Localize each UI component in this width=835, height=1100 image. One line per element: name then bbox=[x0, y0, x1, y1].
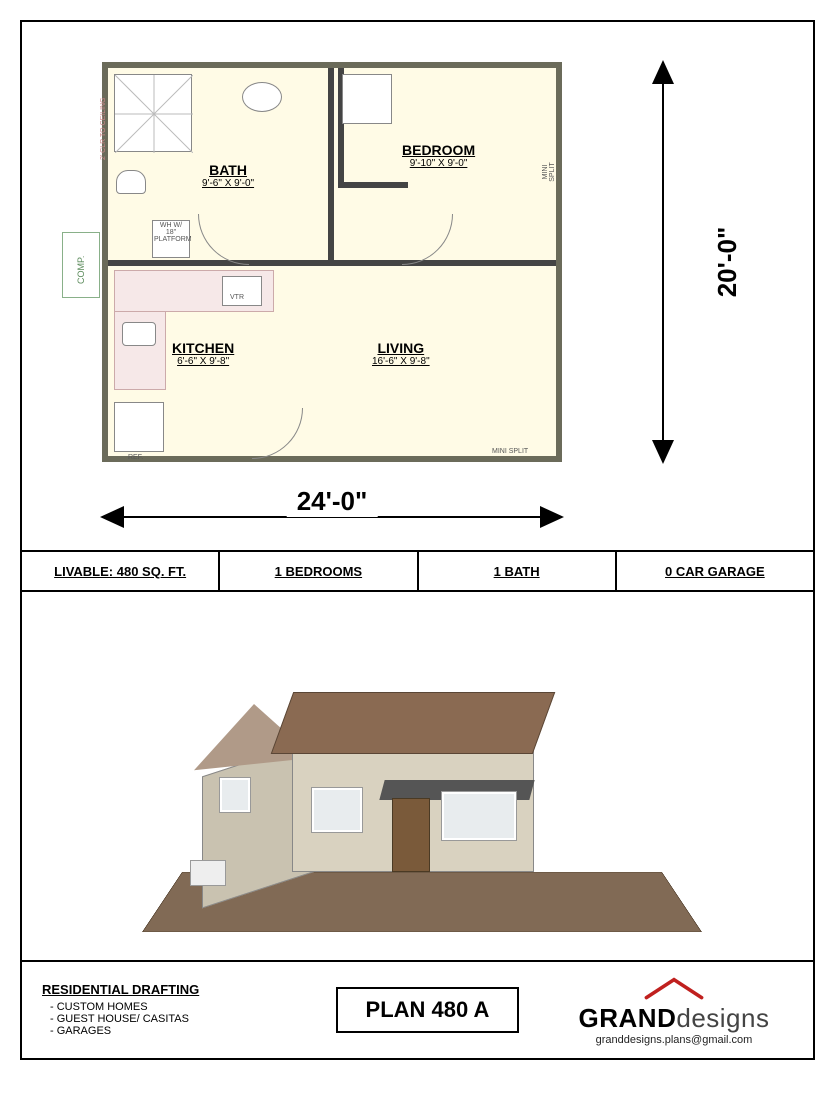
vtr-label: VTR bbox=[230, 294, 244, 301]
logo-thin: designs bbox=[676, 1003, 769, 1033]
closet-shelf bbox=[342, 74, 392, 124]
plan-id-block: PLAN 480 A bbox=[320, 987, 535, 1033]
contact-email: granddesigns.plans@gmail.com bbox=[596, 1034, 753, 1046]
stat-livable: LIVABLE: 480 SQ. FT. bbox=[22, 552, 220, 590]
dimension-width: 24'-0" bbox=[102, 492, 562, 542]
house-render bbox=[142, 632, 702, 932]
render-panel bbox=[22, 592, 813, 962]
wh-label: WH W/ 18" PLATFORM bbox=[154, 222, 188, 243]
service-line-1: - CUSTOM HOMES bbox=[42, 1001, 300, 1013]
mini-split-living: MINI SPLIT bbox=[492, 448, 528, 455]
mini-split-bed: MINI SPLIT bbox=[542, 162, 556, 182]
plan-id: PLAN 480 A bbox=[336, 987, 520, 1033]
floor-plan: VTR REF. WH W/ 18" PLATFORM MINI SPLIT M… bbox=[102, 62, 562, 462]
toilet bbox=[116, 170, 146, 194]
dimension-height: 20'-0" bbox=[622, 62, 702, 462]
logo-block: GRANDdesigns granddesigns.plans@gmail.co… bbox=[535, 969, 813, 1050]
roof-main bbox=[271, 692, 556, 754]
window-front-small bbox=[312, 788, 362, 832]
sink-bath bbox=[242, 82, 282, 112]
floor-plan-panel: VTR REF. WH W/ 18" PLATFORM MINI SPLIT M… bbox=[22, 22, 813, 552]
wall-vertical-bath-bed bbox=[328, 68, 334, 264]
label-kitchen: KITCHEN 6'-6" X 9'-8" bbox=[172, 340, 234, 367]
label-bath: BATH 9'-6" X 9'-0" bbox=[202, 162, 254, 189]
window-front bbox=[442, 792, 516, 840]
ref-label: REF. bbox=[128, 454, 143, 461]
stat-bath: 1 BATH bbox=[419, 552, 617, 590]
stats-row: LIVABLE: 480 SQ. FT. 1 BEDROOMS 1 BATH 0… bbox=[22, 552, 813, 592]
label-bedroom: BEDROOM 9'-10" X 9'-0" bbox=[402, 142, 475, 169]
comp-label: COMP. bbox=[76, 248, 86, 284]
kitchen-sink bbox=[122, 322, 156, 346]
refrigerator bbox=[114, 402, 164, 452]
services-block: RESIDENTIAL DRAFTING - CUSTOM HOMES - GU… bbox=[22, 974, 320, 1045]
logo-text: GRANDdesigns bbox=[579, 1003, 770, 1034]
title-block: RESIDENTIAL DRAFTING - CUSTOM HOMES - GU… bbox=[22, 962, 813, 1057]
stat-garage: 0 CAR GARAGE bbox=[617, 552, 813, 590]
window-side bbox=[220, 778, 250, 812]
range bbox=[222, 276, 262, 306]
label-living: LIVING 16'-6" X 9'-8" bbox=[372, 340, 430, 367]
stat-bedrooms: 1 BEDROOMS bbox=[220, 552, 418, 590]
drawing-sheet: VTR REF. WH W/ 18" PLATFORM MINI SPLIT M… bbox=[20, 20, 815, 1060]
front-door bbox=[392, 798, 430, 872]
service-line-3: - GARAGES bbox=[42, 1025, 300, 1037]
services-heading: RESIDENTIAL DRAFTING bbox=[42, 982, 300, 997]
logo-roof-icon bbox=[644, 973, 704, 1003]
ac-condenser bbox=[190, 860, 226, 886]
wall-closet-bottom bbox=[338, 182, 408, 188]
dim-height-text: 20'-0" bbox=[712, 217, 743, 308]
clr-label: 2' CLR TO CEILING bbox=[100, 97, 107, 160]
shower bbox=[114, 74, 192, 152]
dim-width-text: 24'-0" bbox=[287, 486, 378, 517]
compressor: COMP. bbox=[62, 232, 100, 298]
service-line-2: - GUEST HOUSE/ CASITAS bbox=[42, 1013, 300, 1025]
logo-bold: GRAND bbox=[579, 1003, 677, 1033]
shower-icon bbox=[115, 75, 193, 153]
